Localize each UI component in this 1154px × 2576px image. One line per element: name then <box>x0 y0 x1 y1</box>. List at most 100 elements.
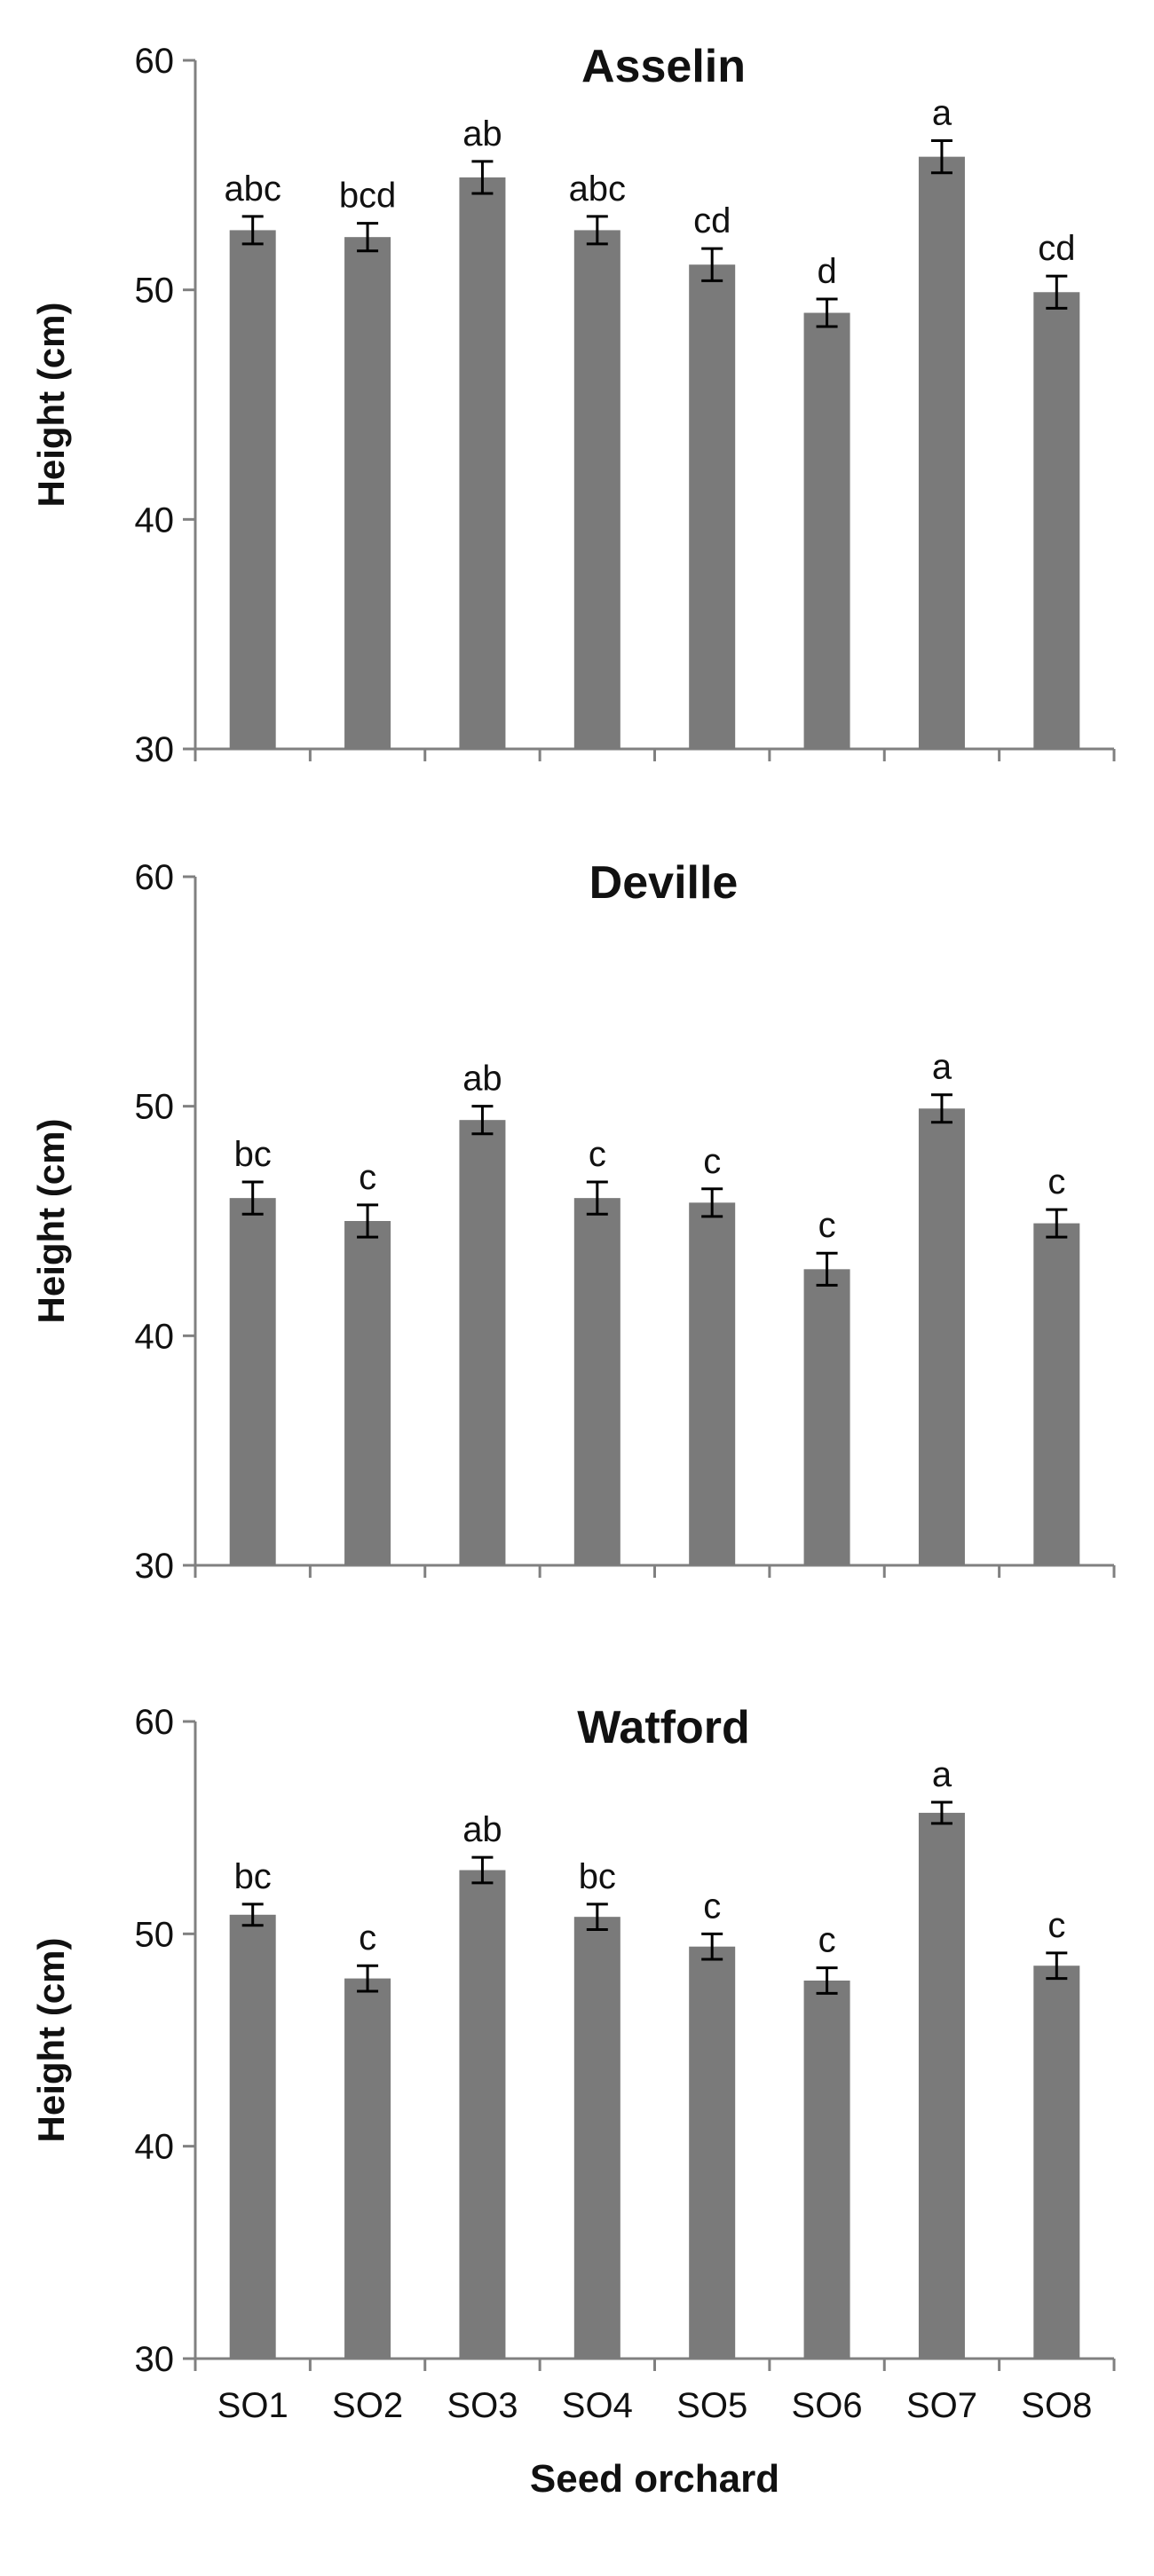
bar-so7 <box>918 1108 965 1565</box>
significance-label: c <box>1047 1162 1065 1201</box>
significance-label: abc <box>224 169 281 209</box>
error-bar <box>586 215 608 246</box>
significance-label: bc <box>579 1857 616 1896</box>
panel-title: Watford <box>577 1702 749 1753</box>
bar-so2 <box>344 1978 391 2359</box>
chart-panel-3: 30 40 50 60 bc SO1 c SO2 ab SO3 bc SO4 c SO5 c SO6 a SO7 c… <box>30 1702 1116 2501</box>
error-bar <box>357 222 379 253</box>
chart-panel-2: 30 40 50 60 bc c ab c c c a c Deville Height (cm) <box>30 857 1116 1586</box>
error-bar <box>1046 1208 1068 1239</box>
significance-label: bc <box>234 1857 272 1896</box>
error-bar <box>241 215 264 246</box>
x-tick-label: SO8 <box>1021 2386 1092 2425</box>
y-axis-label: Height (cm) <box>30 1938 72 2143</box>
significance-label: c <box>818 1206 836 1245</box>
error-bar <box>471 1105 494 1136</box>
significance-label: bcd <box>339 177 397 216</box>
error-bar <box>471 160 494 195</box>
error-bar <box>701 247 723 282</box>
y-tick-label: 60 <box>135 42 175 81</box>
x-tick-label: SO4 <box>562 2386 633 2425</box>
bar-so3 <box>459 1870 506 2359</box>
significance-label: ab <box>462 1060 502 1099</box>
panel-title: Asselin <box>581 41 746 92</box>
significance-label: cd <box>693 201 731 240</box>
y-tick-label: 30 <box>135 2340 175 2379</box>
error-bar <box>816 1966 838 1995</box>
bar-so1 <box>229 1198 276 1565</box>
error-bar <box>241 1180 264 1216</box>
error-bar <box>816 1251 838 1287</box>
error-bar <box>1046 1951 1068 1981</box>
error-bar <box>930 139 952 175</box>
error-bar <box>1046 274 1068 310</box>
significance-label: a <box>932 94 952 133</box>
error-bar <box>701 1187 723 1218</box>
error-bar <box>471 1855 494 1885</box>
significance-label: c <box>359 1918 376 1958</box>
x-tick-label: SO6 <box>792 2386 863 2425</box>
bar-so2 <box>344 237 391 749</box>
bar-so1 <box>229 230 276 749</box>
bar-so5 <box>689 1202 736 1565</box>
y-tick-label: 50 <box>135 272 175 311</box>
significance-label: cd <box>1038 229 1075 268</box>
y-tick-label: 60 <box>135 858 175 897</box>
x-tick-label: SO2 <box>332 2386 403 2425</box>
bar-so8 <box>1033 1223 1080 1565</box>
bar-so3 <box>459 1120 506 1565</box>
error-bar <box>357 1203 379 1239</box>
bar-so7 <box>918 156 965 749</box>
error-bar <box>701 1932 723 1961</box>
y-tick-label: 30 <box>135 730 175 769</box>
y-tick-label: 30 <box>135 1547 175 1586</box>
y-tick-label: 40 <box>135 2128 175 2167</box>
bar-so8 <box>1033 292 1080 750</box>
panel-title: Deville <box>589 857 739 909</box>
y-axis-label: Height (cm) <box>30 1119 72 1324</box>
x-axis-label: Seed orchard <box>530 2457 779 2501</box>
y-tick-label: 60 <box>135 1703 175 1742</box>
chart-panel-1: 30 40 50 60 abc bcd ab abc cd d a cd Asselin Height (… <box>30 41 1116 769</box>
bar-so4 <box>573 1917 620 2359</box>
bar-so8 <box>1033 1965 1080 2359</box>
x-tick-label: SO3 <box>447 2386 518 2425</box>
significance-label: abc <box>569 169 627 209</box>
y-tick-label: 50 <box>135 1088 175 1127</box>
error-bar <box>816 297 838 328</box>
bar-so3 <box>459 177 506 750</box>
bar-so4 <box>573 230 620 749</box>
significance-label: c <box>818 1921 836 1960</box>
bar-so6 <box>803 312 850 749</box>
x-tick-label: SO5 <box>676 2386 747 2425</box>
y-tick-label: 40 <box>135 1317 175 1356</box>
bar-so6 <box>803 1980 850 2359</box>
significance-label: c <box>703 1142 721 1181</box>
x-tick-label: SO7 <box>906 2386 977 2425</box>
significance-label: c <box>589 1135 606 1174</box>
y-tick-label: 50 <box>135 1915 175 1954</box>
significance-label: ab <box>462 1810 502 1849</box>
bar-so2 <box>344 1221 391 1565</box>
significance-label: bc <box>234 1135 272 1174</box>
significance-label: c <box>1047 1906 1065 1945</box>
error-bar <box>357 1964 379 1993</box>
bar-so7 <box>918 1812 965 2359</box>
significance-label: a <box>932 1755 952 1794</box>
bar-so4 <box>573 1198 620 1565</box>
significance-label: d <box>817 252 836 291</box>
y-tick-label: 40 <box>135 500 175 540</box>
bar-so1 <box>229 1914 276 2359</box>
significance-label: ab <box>462 114 502 154</box>
bar-so6 <box>803 1269 850 1565</box>
bar-so5 <box>689 1946 736 2359</box>
significance-label: c <box>359 1158 376 1197</box>
error-bar <box>930 1800 952 1825</box>
y-axis-label: Height (cm) <box>30 303 72 508</box>
significance-label: c <box>703 1887 721 1926</box>
error-bar <box>241 1902 264 1927</box>
significance-label: a <box>932 1048 952 1087</box>
x-tick-label: SO1 <box>217 2386 288 2425</box>
error-bar <box>930 1093 952 1124</box>
